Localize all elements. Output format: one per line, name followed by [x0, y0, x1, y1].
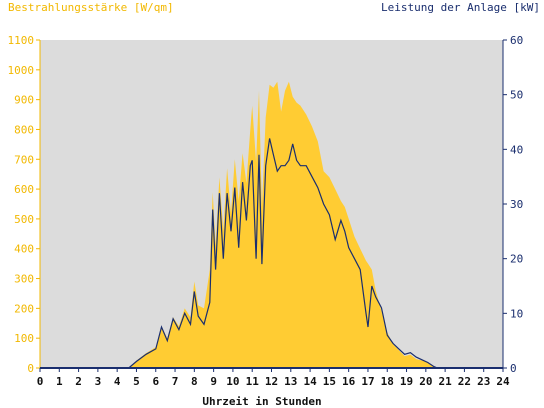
x-tick-label: 20	[419, 375, 432, 388]
right-axis-title: Leistung der Anlage [kW]	[381, 1, 540, 14]
x-tick-label: 15	[323, 375, 336, 388]
y-left-tick-label: 200	[14, 302, 34, 315]
x-tick-label: 4	[114, 375, 121, 388]
x-tick-label: 23	[477, 375, 490, 388]
power-line-layer	[40, 138, 503, 369]
y-right-tick-label: 40	[510, 143, 523, 156]
x-tick-label: 22	[458, 375, 471, 388]
y-right-tick-label: 30	[510, 198, 523, 211]
x-tick-label: 12	[265, 375, 278, 388]
x-tick-label: 1	[56, 375, 63, 388]
y-left-tick-label: 400	[14, 243, 34, 256]
x-tick-label: 17	[361, 375, 374, 388]
y-left-tick-label: 800	[14, 123, 34, 136]
left-axis-title: Bestrahlungsstärke [W/qm]	[8, 1, 174, 14]
x-tick-label: 9	[210, 375, 217, 388]
x-tick-label: 5	[133, 375, 140, 388]
x-tick-label: 7	[172, 375, 179, 388]
x-tick-label: 3	[95, 375, 102, 388]
y-left-tick-label: 300	[14, 273, 34, 286]
x-tick-label: 18	[381, 375, 394, 388]
x-tick-label: 21	[439, 375, 453, 388]
y-left-tick-label: 1100	[8, 34, 35, 47]
x-tick-label: 19	[400, 375, 413, 388]
y-left-tick-label: 0	[27, 362, 34, 375]
axes-layer: 0100200300400500600700800900100011000102…	[8, 34, 524, 388]
y-left-tick-label: 900	[14, 94, 34, 107]
y-right-tick-label: 10	[510, 307, 523, 320]
irradiance-area-layer	[40, 81, 503, 368]
x-tick-label: 24	[496, 375, 510, 388]
x-tick-label: 6	[152, 375, 159, 388]
y-left-tick-label: 700	[14, 153, 34, 166]
y-right-tick-label: 20	[510, 253, 523, 266]
irradiance-area	[40, 81, 503, 368]
x-axis-title: Uhrzeit in Stunden	[202, 395, 321, 408]
x-tick-label: 2	[75, 375, 82, 388]
y-left-tick-label: 500	[14, 213, 34, 226]
x-tick-label: 0	[37, 375, 44, 388]
y-right-tick-label: 0	[510, 362, 517, 375]
y-right-tick-label: 50	[510, 89, 523, 102]
y-left-tick-label: 1000	[8, 64, 35, 77]
x-tick-label: 14	[303, 375, 317, 388]
y-right-tick-label: 60	[510, 34, 523, 47]
x-tick-label: 10	[226, 375, 239, 388]
x-tick-label: 8	[191, 375, 198, 388]
y-left-tick-label: 100	[14, 332, 34, 345]
x-tick-label: 13	[284, 375, 297, 388]
y-left-tick-label: 600	[14, 183, 34, 196]
x-tick-label: 16	[342, 375, 356, 388]
power-line	[40, 138, 503, 369]
x-tick-label: 11	[246, 375, 260, 388]
